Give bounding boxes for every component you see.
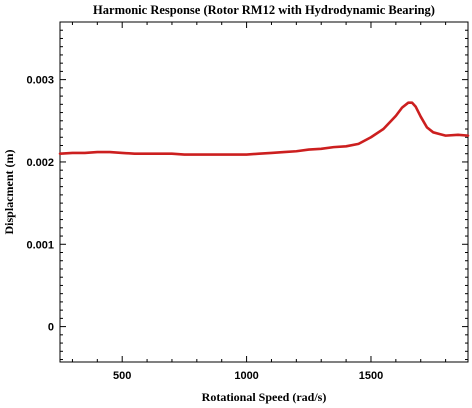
chart-title: Harmonic Response (Rotor RM12 with Hydro… xyxy=(93,3,435,17)
x-tick-label: 1500 xyxy=(359,370,383,382)
y-tick-label: 0.002 xyxy=(26,157,54,169)
y-tick-label: 0.003 xyxy=(26,75,54,87)
y-tick-label: 0 xyxy=(48,322,54,334)
x-tick-label: 1000 xyxy=(234,370,258,382)
axis-ticks: 500 1000 1500 0 0.001 0.002 0.003 xyxy=(26,21,468,382)
x-tick-label: 500 xyxy=(113,370,131,382)
y-axis-label: Displacment (m) xyxy=(2,150,16,235)
plot-frame xyxy=(59,21,469,363)
series-line xyxy=(58,101,470,156)
y-tick-label: 0.001 xyxy=(26,239,54,251)
plot-lines xyxy=(58,101,470,156)
x-axis-label: Rotational Speed (rad/s) xyxy=(202,390,327,404)
